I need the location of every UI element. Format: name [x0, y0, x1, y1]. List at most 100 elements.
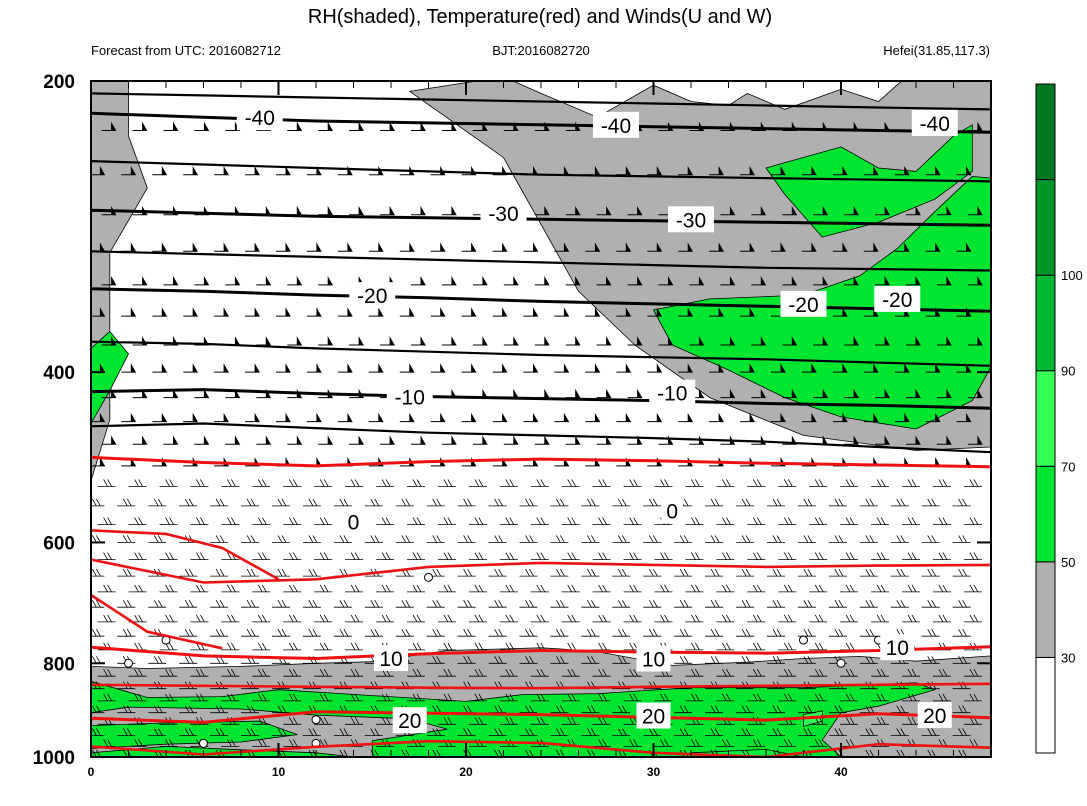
wind-barb: [894, 81, 910, 82]
wind-barb: [654, 693, 673, 702]
wind-barb: [152, 165, 168, 176]
wind-barb: [117, 600, 136, 608]
wind-barb: [643, 629, 662, 637]
wind-barb: [767, 535, 785, 543]
wind-barb: [376, 584, 395, 593]
wind-barb: [163, 388, 179, 399]
wind-barb: [778, 693, 797, 702]
wind-barb: [678, 165, 694, 176]
wind-barb: [179, 705, 198, 714]
wind-barb: [859, 600, 878, 608]
wind-barb: [963, 693, 982, 702]
wind-barb: [925, 165, 941, 176]
wind-barb: [461, 307, 477, 317]
wind-barb: [117, 498, 136, 507]
wind-barb: [468, 479, 487, 487]
wind-barb: [91, 749, 105, 757]
wind-barb: [91, 165, 106, 176]
wind-barb: [468, 584, 487, 593]
colorbar-tick-label: 90: [1061, 364, 1075, 379]
wind-barb: [252, 669, 271, 677]
wind-barb: [345, 479, 364, 487]
contour-label-box: [880, 634, 915, 661]
wind-barb: [647, 81, 663, 82]
wind-barb: [441, 121, 457, 131]
wind-barb: [678, 81, 694, 82]
contour-label: -40: [920, 113, 950, 136]
contour-label: 10: [642, 649, 665, 672]
wind-barb: [647, 363, 663, 373]
wind-barb: [623, 693, 642, 702]
contour-label-box: [636, 702, 671, 729]
wind-barb: [720, 205, 736, 216]
y-tick-label: 800: [43, 654, 75, 675]
wind-barb: [530, 614, 549, 623]
wind-barb: [376, 717, 395, 725]
wind-barb: [778, 552, 797, 560]
wind-barb: [368, 363, 384, 373]
wind-barb: [921, 629, 940, 637]
wind-barb: [183, 363, 199, 373]
wind-barb: [91, 498, 105, 507]
wind-barb: [252, 479, 271, 487]
contour-label: -10: [657, 383, 687, 406]
wind-barb: [747, 669, 766, 677]
wind-barb: [468, 669, 487, 677]
wind-barb: [581, 705, 600, 714]
wind-barb: [705, 705, 724, 714]
wind-barb: [561, 517, 580, 525]
wind-barb: [902, 479, 920, 487]
wind-barb: [747, 642, 766, 651]
wind-barb: [314, 669, 333, 677]
wind-barb: [190, 669, 209, 677]
wind-barb: [468, 517, 487, 525]
wind-barb: [554, 81, 570, 82]
wind-barb: [306, 363, 322, 373]
wind-barb: [612, 568, 631, 577]
wind-barb: [97, 479, 116, 487]
wind-barb: [488, 728, 507, 736]
wind-barb: [411, 205, 426, 216]
wind-barb: [302, 600, 321, 608]
wind-barb: [132, 276, 148, 286]
wind-barb: [844, 336, 859, 346]
wind-barb: [890, 535, 909, 543]
wind-barb: [272, 629, 290, 637]
wind-barb: [740, 307, 755, 317]
wind-barb: [117, 535, 136, 543]
wind-barb: [91, 600, 105, 608]
chart-subtitle-right: Hefei(31.85,117.3): [883, 43, 990, 58]
wind-barb: [705, 629, 724, 637]
wind-barb: [256, 435, 272, 445]
wind-barb: [210, 705, 229, 714]
wind-barb: [902, 693, 920, 702]
wind-barb: [302, 535, 321, 543]
wind-barb: [747, 552, 766, 560]
wind-barb: [813, 205, 829, 216]
wind-barb: [716, 584, 735, 593]
wind-barb: [333, 728, 352, 736]
wind-barb: [859, 568, 878, 577]
wind-barb: [925, 242, 941, 252]
wind-barb: [430, 363, 446, 373]
wind-barb: [921, 749, 940, 757]
wind-barb: [314, 717, 333, 725]
x-tick-label: 0: [88, 765, 95, 779]
contour-label: 10: [379, 648, 402, 671]
wind-barb: [550, 535, 569, 543]
wind-barb: [612, 629, 631, 637]
wind-barb: [530, 669, 549, 677]
wind-barb: [906, 205, 921, 216]
wind-barb: [121, 363, 137, 373]
wind-barb: [871, 584, 890, 593]
wind-barb: [457, 728, 476, 736]
wind-barb: [499, 717, 518, 725]
colorbar-segment: [1035, 179, 1056, 276]
wind-barb: [364, 629, 383, 637]
wind-barb: [411, 121, 426, 131]
wind-barb: [771, 165, 786, 176]
contour-label: -20: [357, 285, 387, 308]
wind-barb: [685, 642, 704, 651]
wind-barb: [963, 517, 982, 525]
